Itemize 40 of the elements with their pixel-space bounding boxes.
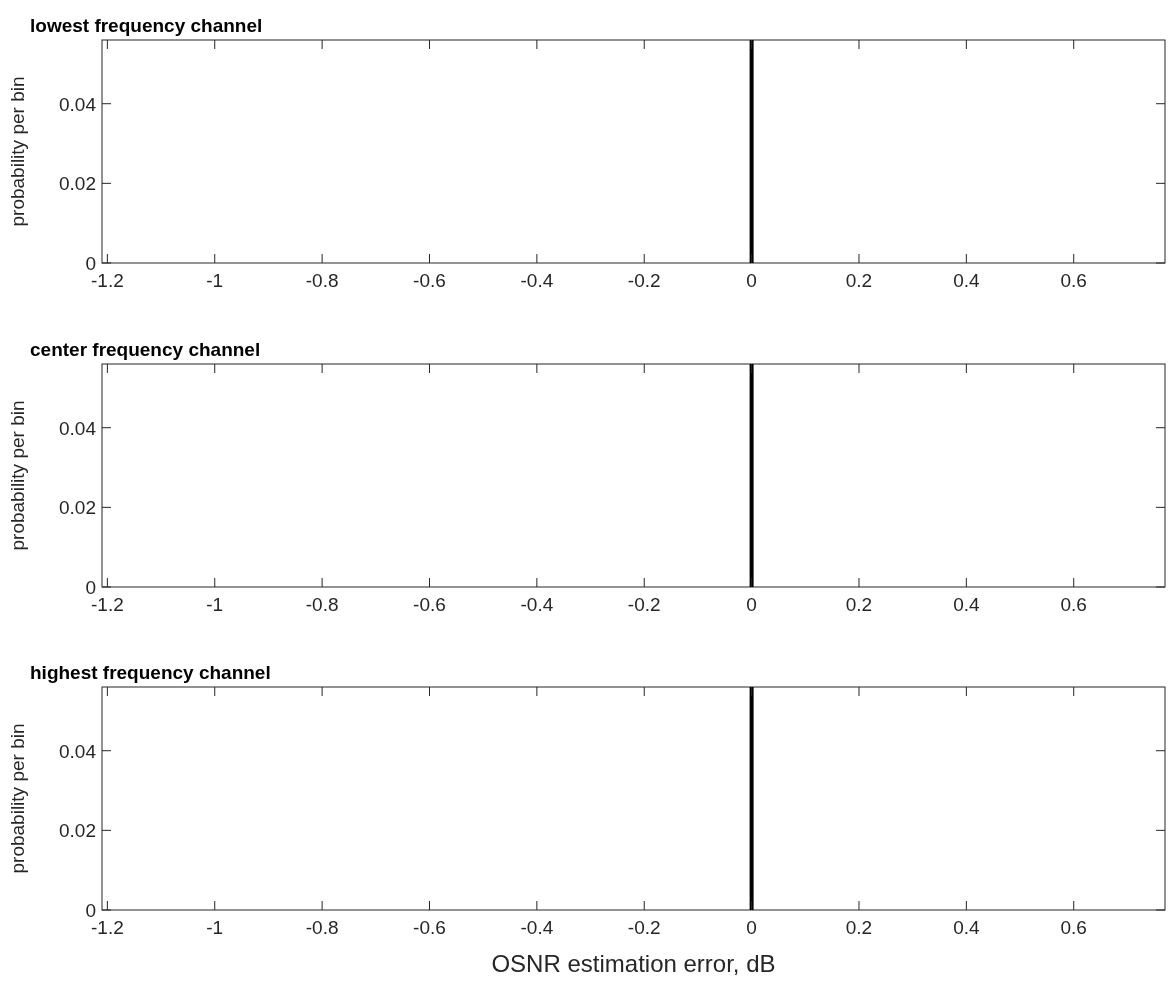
chart-title: highest frequency channel xyxy=(30,662,271,683)
x-axis-title: OSNR estimation error, dB xyxy=(491,950,776,977)
x-tick-label: 0.2 xyxy=(845,917,873,938)
y-axis-title: probability per bin xyxy=(7,723,28,874)
x-tick-label: -0.8 xyxy=(305,917,339,938)
x-tick-label: -0.8 xyxy=(305,270,339,291)
y-tick-label: 0.04 xyxy=(59,93,97,115)
x-tick-label: -1 xyxy=(206,270,224,291)
x-tick-label: -0.8 xyxy=(305,594,339,615)
x-tick-label: 0.6 xyxy=(1060,270,1087,291)
x-tick-label: -1 xyxy=(206,594,224,615)
x-tick-label: 0.2 xyxy=(845,270,873,291)
y-axis-title: probability per bin xyxy=(7,76,28,227)
x-tick-label: 0 xyxy=(746,917,757,938)
x-tick-label: 0.4 xyxy=(953,270,980,291)
x-tick-label: -0.2 xyxy=(627,594,661,615)
y-axis-title: probability per bin xyxy=(7,400,28,551)
x-tick-label: 0.2 xyxy=(845,594,873,615)
y-tick-label: 0.02 xyxy=(59,173,96,195)
x-tick-label: -0.2 xyxy=(627,917,661,938)
y-tick-label: 0.02 xyxy=(59,497,96,519)
x-tick-label: 0.6 xyxy=(1060,917,1087,938)
x-tick-label: -0.6 xyxy=(413,594,446,615)
chart-title: center frequency channel xyxy=(30,339,261,360)
chart-title: lowest frequency channel xyxy=(30,15,263,36)
y-tick-label: 0.02 xyxy=(59,820,96,842)
x-tick-label: 0.4 xyxy=(953,594,980,615)
x-tick-label: -0.6 xyxy=(413,917,446,938)
x-tick-label: 0 xyxy=(746,594,757,615)
x-tick-label: 0 xyxy=(746,270,757,291)
x-tick-label: -0.2 xyxy=(627,270,661,291)
y-tick-label: 0.04 xyxy=(59,417,97,439)
x-tick-label: -0.4 xyxy=(520,270,554,291)
y-tick-label: 0.04 xyxy=(59,740,97,762)
x-tick-label: -0.4 xyxy=(520,594,554,615)
x-tick-label: -0.6 xyxy=(413,270,446,291)
x-tick-label: 0.6 xyxy=(1060,594,1087,615)
x-tick-label: 0.4 xyxy=(953,917,980,938)
x-tick-label: -1 xyxy=(206,917,224,938)
x-tick-label: -0.4 xyxy=(520,917,554,938)
